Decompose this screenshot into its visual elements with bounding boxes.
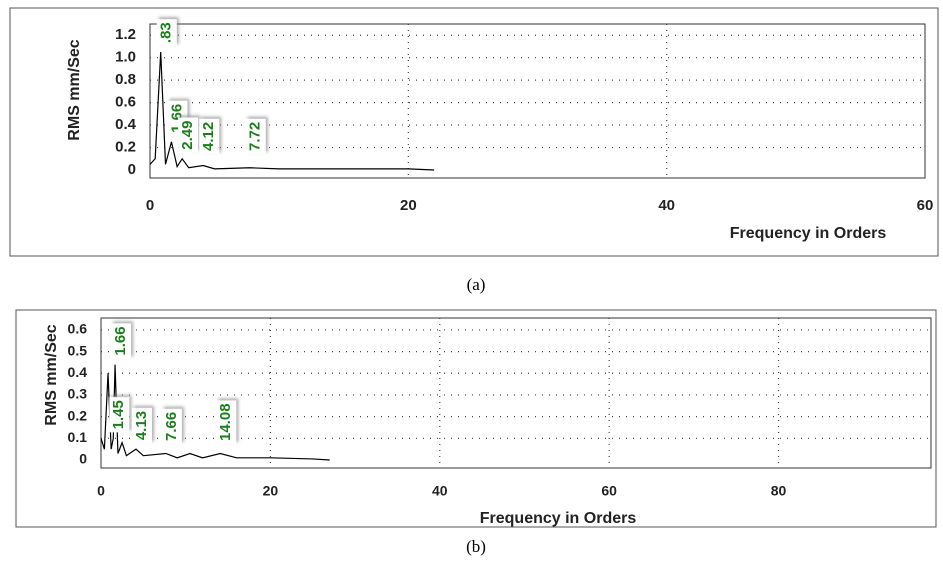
peak-label-text: 2.49 <box>179 121 196 150</box>
x-tick-label: 0 <box>146 197 154 214</box>
spectrum-line <box>100 364 330 461</box>
y-tick-label: 0.5 <box>68 342 88 358</box>
peak-label: 1.45 <box>109 397 130 433</box>
x-tick-label: 80 <box>771 483 787 499</box>
peak-label: 4.12 <box>199 118 220 154</box>
y-tick-label: 0.3 <box>68 386 88 402</box>
peak-label-box <box>156 19 177 47</box>
peak-label-text: 4.13 <box>133 411 150 440</box>
y-tick-label: 0.6 <box>115 94 136 111</box>
peak-label-box <box>109 397 130 433</box>
peak-label-box <box>111 323 132 359</box>
peak-label-box <box>131 407 152 444</box>
peak-label: 2.49 <box>178 117 199 153</box>
y-tick-label: 0.1 <box>68 429 88 445</box>
y-tick-label: 0.4 <box>68 364 88 380</box>
peak-label-box <box>161 408 182 444</box>
peak-label-text: 4.12 <box>200 122 217 151</box>
x-tick-label: 60 <box>601 483 617 499</box>
y-tick-label: 0.2 <box>68 407 88 423</box>
y-tick-label: 0 <box>128 161 136 178</box>
y-tick-label: 0.6 <box>68 321 88 337</box>
peak-label-box <box>216 400 237 444</box>
x-tick-label: 40 <box>432 483 448 499</box>
y-tick-label: 0.8 <box>115 71 136 88</box>
peak-label: .83 <box>156 19 177 47</box>
caption: (a) <box>467 275 486 294</box>
peak-label: 4.13 <box>131 407 152 444</box>
peak-label-box <box>245 118 266 154</box>
x-tick-label: 20 <box>263 483 279 499</box>
peak-label-text: 7.66 <box>163 412 180 441</box>
y-tick-label: 0.4 <box>115 116 137 133</box>
x-tick-label: 40 <box>658 197 675 214</box>
x-tick-label: 60 <box>917 197 934 214</box>
y-tick-label: 0.2 <box>115 139 136 156</box>
peak-label: 7.66 <box>161 408 182 444</box>
caption: (b) <box>466 537 486 556</box>
y-axis-label: RMS mm/Sec <box>66 39 83 140</box>
x-axis-label: Frequency in Orders <box>730 225 887 242</box>
x-axis-label: Frequency in Orders <box>480 510 637 527</box>
y-tick-label: 1.0 <box>115 49 136 66</box>
peak-label-box <box>178 117 199 153</box>
spectrum-line <box>149 52 435 171</box>
peak-label-text: 7.72 <box>247 122 264 151</box>
plot-area <box>100 317 932 469</box>
peak-label: 7.72 <box>245 118 266 154</box>
peak-label: 1.66 <box>111 323 132 359</box>
peak-label: 14.08 <box>216 400 237 444</box>
y-tick-label: 1.2 <box>115 26 136 43</box>
peak-label-text: .83 <box>158 22 175 43</box>
plot-area <box>149 23 926 179</box>
y-axis-label: RMS mm/Sec <box>43 324 60 425</box>
y-tick-label: 0 <box>79 451 87 467</box>
peak-label-box <box>199 118 220 154</box>
peak-label-text: 1.45 <box>110 400 127 429</box>
peak-label-text: 1.66 <box>112 326 129 355</box>
peak-label-text: 14.08 <box>217 403 234 441</box>
x-tick-label: 20 <box>400 197 417 214</box>
x-tick-label: 0 <box>97 483 105 499</box>
